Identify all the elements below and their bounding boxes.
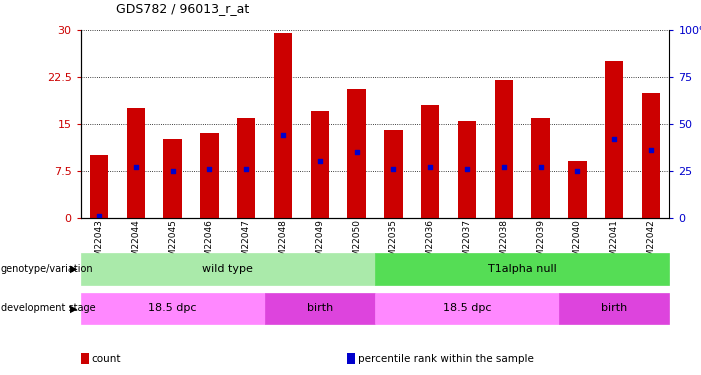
Bar <box>458 121 476 218</box>
Bar <box>642 93 660 218</box>
Bar <box>127 108 145 218</box>
Point <box>498 164 510 170</box>
Bar <box>274 33 292 218</box>
Bar <box>237 117 255 218</box>
Point <box>351 149 362 155</box>
Bar <box>531 117 550 218</box>
Point <box>314 158 325 164</box>
Point <box>204 166 215 172</box>
Bar <box>311 111 329 218</box>
Text: GDS782 / 96013_r_at: GDS782 / 96013_r_at <box>116 2 249 15</box>
Bar <box>421 105 440 218</box>
Bar <box>605 61 623 217</box>
Text: wild type: wild type <box>203 264 253 274</box>
Point <box>425 164 436 170</box>
Point <box>461 166 472 172</box>
Text: development stage: development stage <box>1 303 95 313</box>
Point <box>167 168 178 174</box>
Text: birth: birth <box>307 303 333 313</box>
Point <box>535 164 546 170</box>
Point <box>646 147 657 153</box>
Bar <box>384 130 402 218</box>
Bar <box>348 89 366 218</box>
Point <box>278 132 289 138</box>
Text: 18.5 dpc: 18.5 dpc <box>149 303 197 313</box>
Bar <box>495 80 513 218</box>
Bar <box>200 133 219 218</box>
Text: T1alpha null: T1alpha null <box>488 264 557 274</box>
Text: ▶: ▶ <box>69 303 77 313</box>
Text: count: count <box>92 354 121 363</box>
Point <box>240 166 252 172</box>
Point <box>608 136 620 142</box>
Bar <box>163 140 182 218</box>
Bar <box>90 155 108 218</box>
Text: genotype/variation: genotype/variation <box>1 264 93 274</box>
Point <box>388 166 399 172</box>
Point <box>572 168 583 174</box>
Point <box>93 213 104 219</box>
Bar <box>569 161 587 218</box>
Text: ▶: ▶ <box>69 264 77 274</box>
Text: 18.5 dpc: 18.5 dpc <box>443 303 491 313</box>
Text: birth: birth <box>601 303 627 313</box>
Point <box>130 164 142 170</box>
Text: percentile rank within the sample: percentile rank within the sample <box>358 354 534 363</box>
